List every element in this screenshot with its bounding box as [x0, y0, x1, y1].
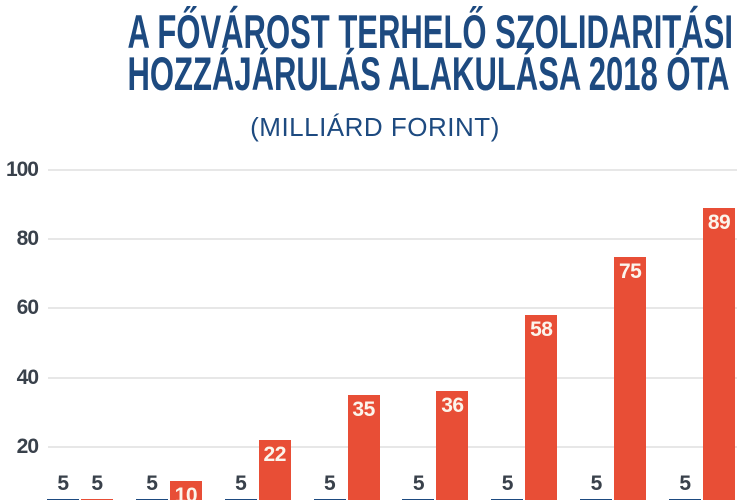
bar	[703, 208, 736, 500]
y-axis-tick-label: 40	[16, 365, 39, 389]
bar	[491, 498, 524, 500]
bar-value-label: 89	[707, 211, 731, 235]
bar-value-label: 5	[57, 471, 69, 495]
bar	[135, 498, 168, 500]
y-axis-tick-label: 100	[5, 158, 39, 181]
bar-value-label: 22	[263, 442, 287, 466]
bar-value-label: 5	[323, 471, 336, 495]
bar-value-label: 5	[679, 471, 691, 495]
bar	[525, 315, 558, 500]
gridline	[48, 445, 737, 448]
bar-value-label: 75	[618, 259, 642, 283]
bar	[313, 498, 346, 500]
bar	[258, 439, 291, 500]
bar	[580, 498, 613, 500]
chart-subtitle: (MILLIÁRD FORINT)	[250, 112, 500, 142]
bar-value-label: 5	[235, 471, 247, 495]
chart-title-line2: HOZZÁJÁRULÁS ALAKULÁSA 2018 ÓTA	[127, 47, 730, 100]
bar-value-label: 5	[91, 471, 103, 495]
gridline	[48, 169, 737, 171]
bar	[436, 391, 469, 500]
bar	[169, 481, 202, 500]
bar	[47, 498, 79, 500]
bar-value-label: 36	[441, 394, 464, 418]
bar-value-label: 58	[530, 318, 553, 342]
bar-value-label: 35	[352, 397, 375, 421]
bar	[614, 256, 647, 500]
bar	[669, 498, 702, 500]
bar	[81, 498, 113, 500]
y-axis-tick-label: 60	[16, 296, 39, 320]
bar-value-label: 10	[174, 484, 198, 500]
bar	[224, 498, 257, 500]
bar-value-label: 5	[412, 471, 425, 495]
bar-value-label: 5	[501, 471, 514, 495]
bar-value-label: 5	[146, 471, 158, 495]
gridline	[48, 307, 737, 310]
y-axis-tick-label: 20	[16, 434, 39, 458]
gridline	[48, 376, 737, 379]
bar-value-label: 5	[590, 471, 603, 495]
gridline	[48, 238, 737, 241]
y-axis-tick-label: 80	[16, 227, 39, 251]
bar	[347, 394, 380, 500]
bar	[402, 498, 435, 500]
